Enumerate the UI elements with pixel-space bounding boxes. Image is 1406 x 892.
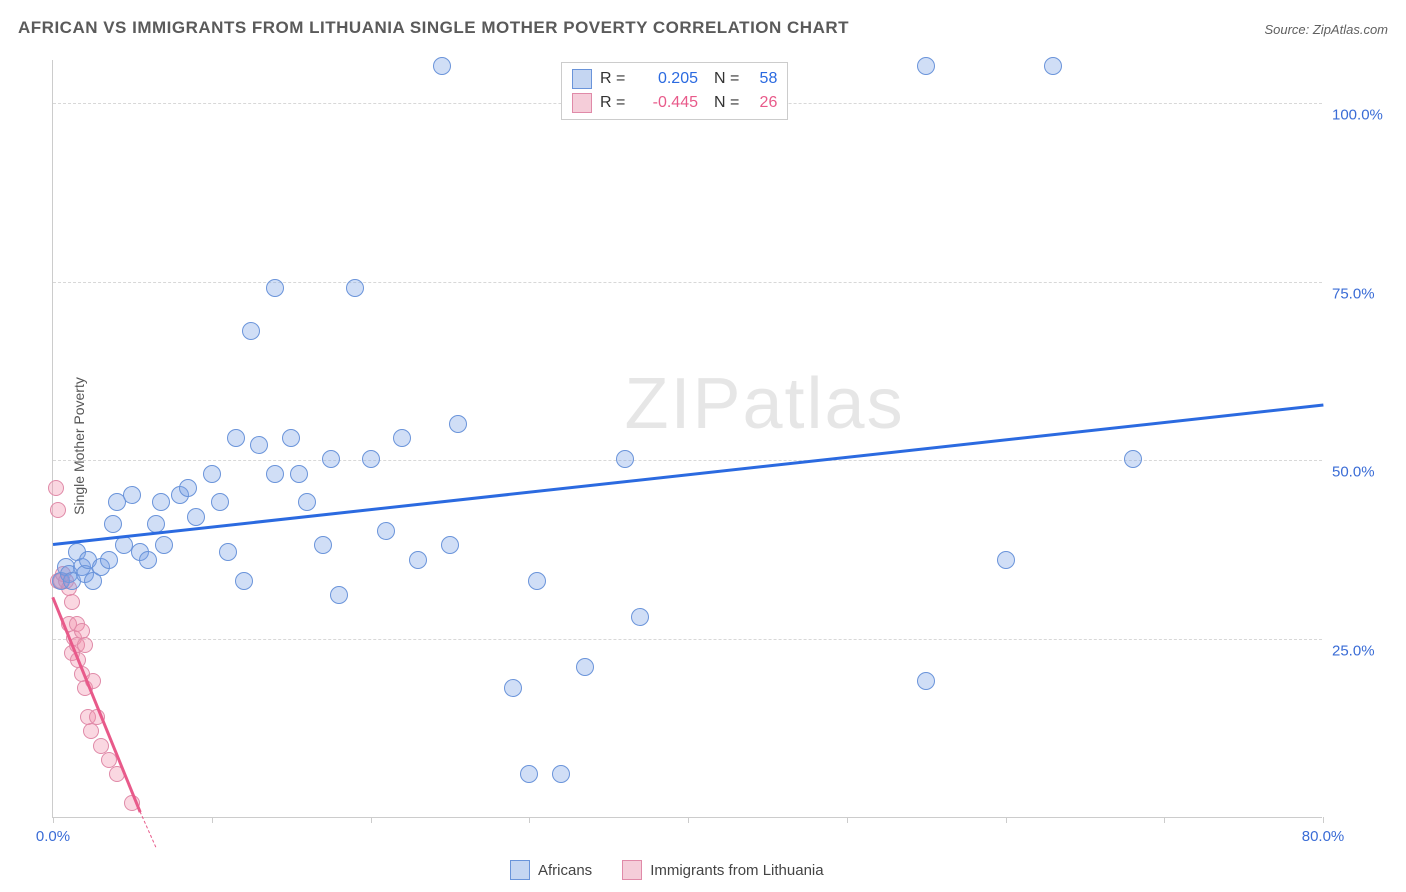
- data-point-lithuania: [64, 594, 80, 610]
- data-point-africans: [552, 765, 570, 783]
- data-point-africans: [917, 672, 935, 690]
- legend-item-africans: Africans: [510, 860, 592, 880]
- data-point-africans: [330, 586, 348, 604]
- legend-swatch-icon: [622, 860, 642, 880]
- data-point-africans: [616, 450, 634, 468]
- data-point-africans: [155, 536, 173, 554]
- y-tick-label: 25.0%: [1332, 643, 1392, 660]
- data-point-africans: [100, 551, 118, 569]
- data-point-africans: [917, 57, 935, 75]
- gridline: [53, 282, 1322, 283]
- legend-row: R = -0.445 N = 26: [572, 91, 777, 115]
- x-tick: [1323, 817, 1324, 823]
- watermark: ZIPatlas: [625, 363, 905, 445]
- data-point-lithuania: [50, 502, 66, 518]
- data-point-lithuania: [83, 723, 99, 739]
- data-point-africans: [282, 429, 300, 447]
- legend-swatch-icon: [572, 93, 592, 113]
- x-tick: [212, 817, 213, 823]
- legend-n-value: 26: [747, 94, 777, 112]
- data-point-africans: [211, 493, 229, 511]
- data-point-africans: [187, 508, 205, 526]
- data-point-africans: [290, 465, 308, 483]
- x-tick-label: 0.0%: [36, 828, 70, 845]
- data-point-africans: [441, 536, 459, 554]
- data-point-africans: [409, 551, 427, 569]
- chart-container: AFRICAN VS IMMIGRANTS FROM LITHUANIA SIN…: [0, 0, 1406, 892]
- data-point-africans: [104, 515, 122, 533]
- x-tick: [53, 817, 54, 823]
- data-point-africans: [504, 679, 522, 697]
- data-point-africans: [520, 765, 538, 783]
- data-point-africans: [449, 415, 467, 433]
- data-point-africans: [346, 279, 364, 297]
- data-point-lithuania: [74, 623, 90, 639]
- data-point-africans: [528, 572, 546, 590]
- data-point-lithuania: [48, 480, 64, 496]
- x-tick: [1006, 817, 1007, 823]
- legend-item-lithuania: Immigrants from Lithuania: [622, 860, 823, 880]
- trendline-lithuania: [52, 597, 142, 812]
- legend-label: Africans: [538, 862, 592, 879]
- data-point-africans: [219, 543, 237, 561]
- data-point-africans: [1124, 450, 1142, 468]
- legend-r-label: R =: [600, 70, 630, 88]
- data-point-lithuania: [77, 637, 93, 653]
- data-point-africans: [631, 608, 649, 626]
- data-point-africans: [433, 57, 451, 75]
- x-tick: [529, 817, 530, 823]
- y-tick-label: 100.0%: [1332, 106, 1392, 123]
- y-tick-label: 50.0%: [1332, 464, 1392, 481]
- data-point-africans: [179, 479, 197, 497]
- legend-correlation: R = 0.205 N = 58 R = -0.445 N = 26: [561, 62, 788, 120]
- legend-r-value: -0.445: [638, 94, 698, 112]
- trendline-africans: [53, 403, 1323, 545]
- legend-r-label: R =: [600, 94, 630, 112]
- data-point-africans: [203, 465, 221, 483]
- data-point-africans: [298, 493, 316, 511]
- data-point-africans: [235, 572, 253, 590]
- data-point-africans: [123, 486, 141, 504]
- x-tick: [371, 817, 372, 823]
- data-point-africans: [1044, 57, 1062, 75]
- legend-n-label: N =: [714, 94, 739, 112]
- data-point-africans: [576, 658, 594, 676]
- x-tick: [847, 817, 848, 823]
- legend-n-value: 58: [747, 70, 777, 88]
- trendline-lithuania-dash: [140, 811, 157, 847]
- legend-n-label: N =: [714, 70, 739, 88]
- x-tick: [688, 817, 689, 823]
- x-tick-label: 80.0%: [1302, 828, 1345, 845]
- legend-r-value: 0.205: [638, 70, 698, 88]
- chart-title: AFRICAN VS IMMIGRANTS FROM LITHUANIA SIN…: [18, 18, 849, 38]
- legend-row: R = 0.205 N = 58: [572, 67, 777, 91]
- data-point-africans: [362, 450, 380, 468]
- data-point-africans: [250, 436, 268, 454]
- legend-swatch-icon: [510, 860, 530, 880]
- data-point-africans: [393, 429, 411, 447]
- legend-swatch-icon: [572, 69, 592, 89]
- x-tick: [1164, 817, 1165, 823]
- legend-bottom: Africans Immigrants from Lithuania: [510, 860, 824, 880]
- data-point-africans: [227, 429, 245, 447]
- plot-area: ZIPatlas 25.0%50.0%75.0%100.0%0.0%80.0%R…: [52, 60, 1322, 818]
- legend-label: Immigrants from Lithuania: [650, 862, 823, 879]
- data-point-africans: [314, 536, 332, 554]
- data-point-africans: [242, 322, 260, 340]
- source-attribution: Source: ZipAtlas.com: [1264, 22, 1388, 37]
- gridline: [53, 639, 1322, 640]
- data-point-africans: [139, 551, 157, 569]
- y-tick-label: 75.0%: [1332, 285, 1392, 302]
- data-point-africans: [266, 279, 284, 297]
- data-point-africans: [266, 465, 284, 483]
- data-point-africans: [997, 551, 1015, 569]
- data-point-africans: [152, 493, 170, 511]
- data-point-africans: [322, 450, 340, 468]
- data-point-africans: [377, 522, 395, 540]
